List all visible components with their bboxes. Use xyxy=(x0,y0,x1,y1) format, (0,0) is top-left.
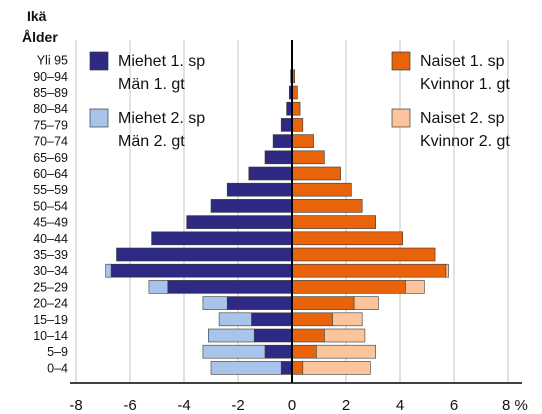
x-tick-labels: -8 -6 -4 -2 0 2 4 6 8 % xyxy=(69,397,528,414)
bar-women-2gen xyxy=(315,344,376,359)
legend-label: Naiset 2. sp xyxy=(420,110,505,127)
legend-label: Naiset 1. sp xyxy=(420,53,505,70)
age-group-label: 90–94 xyxy=(33,70,68,84)
bar-men-2gen xyxy=(208,328,255,343)
bar-women-1gen xyxy=(291,134,314,148)
y-axis-title-sv: Ålder xyxy=(22,29,58,45)
bar-men-2gen xyxy=(202,296,228,310)
axes xyxy=(70,40,522,384)
bar-men-1gen xyxy=(116,247,293,262)
y-axis-title-fi: Ikä xyxy=(27,8,47,24)
x-tick-label: 2 xyxy=(342,397,350,414)
legend-label: Miehet 2. sp xyxy=(118,110,205,127)
legend-label: Män 1. gt xyxy=(118,76,185,93)
bar-men-2gen xyxy=(148,280,169,294)
bar-women-2gen xyxy=(324,328,366,343)
legend-swatch xyxy=(391,51,411,71)
age-group-label: 75–79 xyxy=(33,118,68,132)
age-group-label: 20–24 xyxy=(33,297,68,311)
bar-men-2gen xyxy=(210,361,282,375)
age-group-label: 0–4 xyxy=(47,361,68,375)
bar-women-1gen xyxy=(291,199,363,213)
bar-women-1gen xyxy=(291,361,304,375)
legend-swatch xyxy=(89,108,109,128)
age-group-labels: Yli 95 90–94 85–89 80–84 75–79 70–74 65–69 60–6… xyxy=(33,54,68,376)
age-group-label: 70–74 xyxy=(33,135,68,149)
bar-women-2gen xyxy=(405,280,425,294)
bars xyxy=(105,69,449,375)
bar-men-1gen xyxy=(186,215,293,229)
legend-swatch xyxy=(89,51,109,71)
bar-women-1gen xyxy=(291,118,304,132)
x-tick-label: -2 xyxy=(231,397,244,414)
x-tick-label: -4 xyxy=(177,397,190,414)
x-tick-label: 0 xyxy=(288,397,296,414)
x-tick-label: 4 xyxy=(396,397,404,414)
bar-women-2gen xyxy=(302,361,371,375)
bar-men-1gen xyxy=(272,134,293,148)
bar-men-1gen xyxy=(251,312,293,327)
legend-label: Miehet 1. sp xyxy=(118,53,205,70)
bar-women-1gen xyxy=(291,215,376,229)
legend: Miehet 1. sp Män 1. gt Miehet 2. sp Män 2. … xyxy=(89,51,510,150)
age-group-label: 50–54 xyxy=(33,199,68,213)
bar-men-1gen xyxy=(151,231,293,246)
age-group-label: 80–84 xyxy=(33,102,68,116)
bar-women-1gen xyxy=(291,296,355,310)
bar-men-2gen xyxy=(105,263,112,278)
bar-men-1gen xyxy=(110,263,293,278)
age-group-label: 85–89 xyxy=(33,86,68,100)
legend-label: Kvinnor 2. gt xyxy=(420,133,510,150)
age-group-label: 55–59 xyxy=(33,183,68,197)
age-group-label: 35–39 xyxy=(33,248,68,262)
bar-men-1gen xyxy=(167,280,293,294)
bar-men-2gen xyxy=(218,312,252,327)
bar-women-1gen xyxy=(291,328,325,343)
legend-label: Kvinnor 1. gt xyxy=(420,76,510,93)
bar-women-2gen xyxy=(445,263,449,278)
age-group-label: 15–19 xyxy=(33,313,68,327)
bar-women-1gen xyxy=(291,231,403,246)
bar-women-1gen xyxy=(291,263,447,278)
bar-women-2gen xyxy=(353,296,379,310)
bar-men-2gen xyxy=(202,344,266,359)
bar-men-1gen xyxy=(264,150,293,165)
bar-men-1gen xyxy=(264,344,293,359)
x-tick-label: -6 xyxy=(123,397,136,414)
bar-men-1gen xyxy=(280,361,293,375)
bar-men-1gen xyxy=(280,118,293,132)
bar-men-1gen xyxy=(248,166,293,181)
bar-women-1gen xyxy=(291,280,406,294)
bar-men-1gen xyxy=(226,296,293,310)
age-group-label: 45–49 xyxy=(33,216,68,230)
age-group-label: Yli 95 xyxy=(37,54,68,68)
bar-women-1gen xyxy=(291,344,317,359)
bar-men-1gen xyxy=(253,328,293,343)
bar-women-1gen xyxy=(291,150,325,165)
age-group-label: 40–44 xyxy=(33,232,68,246)
age-group-label: 30–34 xyxy=(33,264,68,278)
age-group-label: 25–29 xyxy=(33,280,68,294)
bar-women-1gen xyxy=(291,312,333,327)
age-group-label: 65–69 xyxy=(33,151,68,165)
age-group-label: 10–14 xyxy=(33,329,68,343)
bar-women-1gen xyxy=(291,247,436,262)
age-group-label: 60–64 xyxy=(33,167,68,181)
bar-men-1gen xyxy=(226,182,293,197)
x-tick-label: -8 xyxy=(69,397,82,414)
bar-men-1gen xyxy=(210,199,293,213)
bar-women-1gen xyxy=(291,182,352,197)
legend-label: Män 2. gt xyxy=(118,133,185,150)
age-group-label: 5–9 xyxy=(47,345,68,359)
legend-swatch xyxy=(391,108,411,128)
bar-women-1gen xyxy=(291,101,301,116)
x-tick-label: 6 xyxy=(450,397,458,414)
bar-women-2gen xyxy=(332,312,363,327)
x-tick-label: 8 % xyxy=(502,397,528,414)
bar-women-1gen xyxy=(291,166,341,181)
